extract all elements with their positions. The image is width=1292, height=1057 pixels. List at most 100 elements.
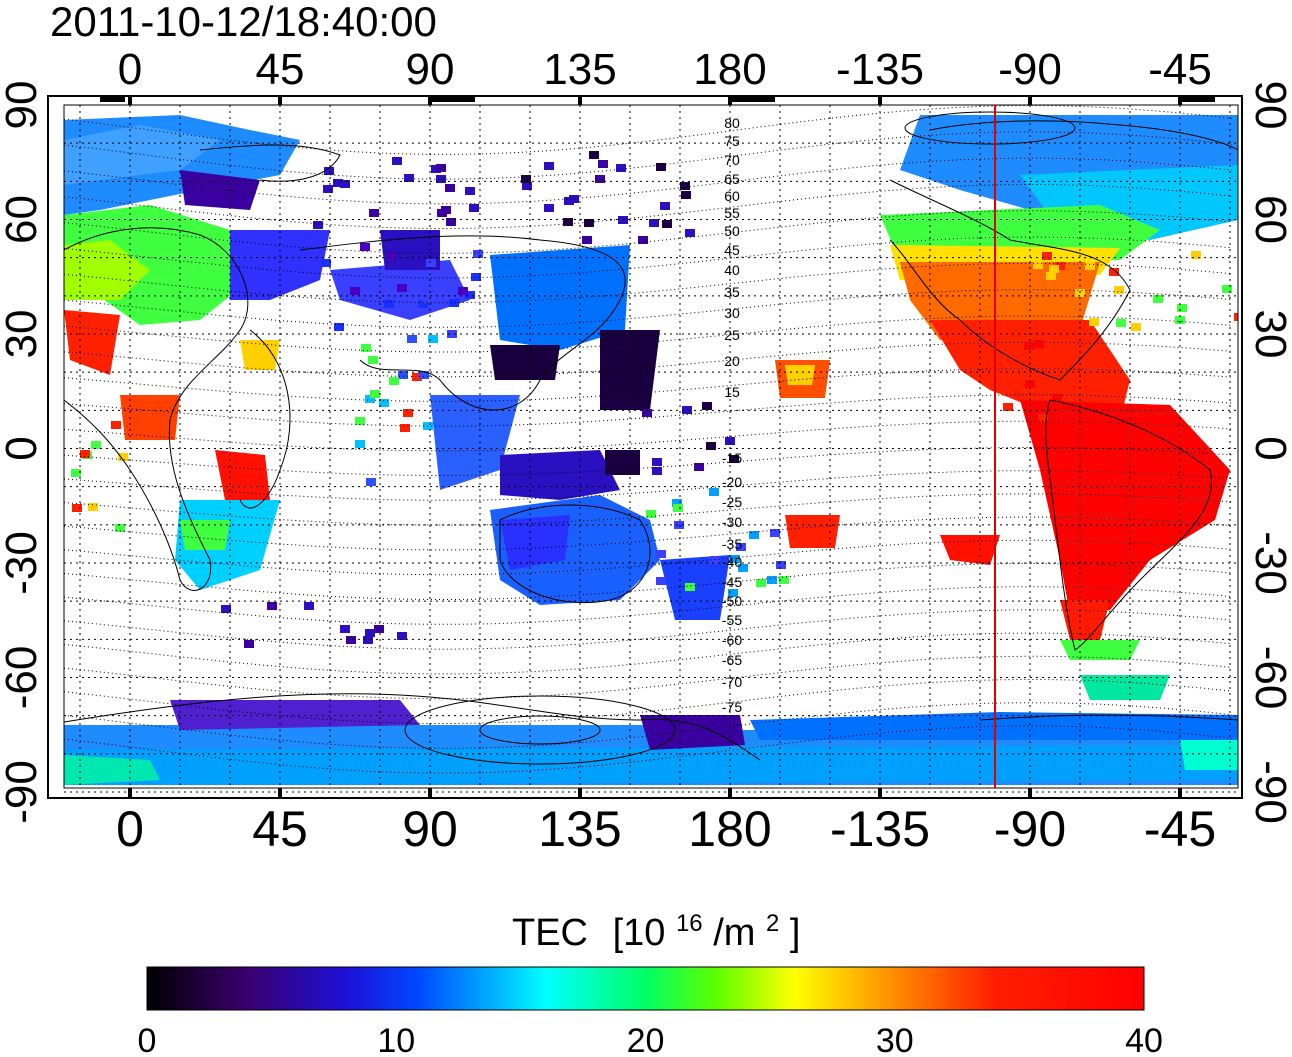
tec-pixel <box>709 488 719 496</box>
lat-tick-right: 60 <box>1246 195 1292 244</box>
contour-line <box>64 184 1233 229</box>
frame-tick-bars <box>100 96 1215 798</box>
colorbar-unit-mid: /m <box>713 912 755 954</box>
contour-label: 35 <box>724 284 740 300</box>
tec-pixel <box>656 577 666 585</box>
contour-label: -75 <box>722 699 742 715</box>
tec-pixel <box>706 442 716 450</box>
tec-pixel <box>244 640 254 648</box>
tec-pixel <box>441 206 451 214</box>
tec-pixel <box>458 287 468 295</box>
tec-pixel <box>1063 376 1073 384</box>
tec-pixel <box>71 469 81 477</box>
tec-pixel <box>397 284 407 292</box>
contour-line <box>64 655 1233 700</box>
lon-tick-bottom: 135 <box>538 801 621 857</box>
colorbar-ticks: 0 10 20 30 40 <box>138 1022 1163 1057</box>
tec-pixel <box>776 561 786 569</box>
tec-pixel <box>384 300 394 308</box>
tec-pixel <box>422 295 432 303</box>
tec-pixel <box>400 424 410 432</box>
tec-pixel <box>685 583 695 591</box>
tec-pixel <box>646 510 656 518</box>
frame-tick <box>428 788 432 798</box>
plot-frame <box>47 95 1243 799</box>
lat-tick-left: -30 <box>0 531 46 595</box>
frame-tick <box>1028 96 1032 105</box>
contour-line <box>64 725 1233 774</box>
contour-line <box>64 679 1233 724</box>
colorbar-tick-label: 0 <box>138 1022 157 1057</box>
tec-pixel <box>355 417 365 425</box>
coastline <box>64 227 249 591</box>
contour-label: 60 <box>724 188 740 204</box>
coastline <box>239 329 291 509</box>
tec-pixel <box>363 636 373 644</box>
tec-pixel <box>674 521 684 529</box>
tec-pixel <box>652 467 662 475</box>
tec-pixel <box>449 299 459 307</box>
frame-tick <box>1178 788 1182 798</box>
contour-label: -70 <box>722 674 742 690</box>
tec-pixel <box>1038 414 1048 422</box>
tec-pixel <box>638 236 648 244</box>
tec-pixel <box>582 236 592 244</box>
tec-pixel <box>403 409 413 417</box>
tec-pixel <box>365 395 375 403</box>
tec-pixel <box>1005 359 1015 367</box>
lon-tick-bottom: -90 <box>994 801 1066 857</box>
tec-pixel <box>398 371 408 379</box>
lat-tick-left: 90 <box>0 81 46 130</box>
tec-pixel <box>1222 285 1232 293</box>
lon-tick-top: -90 <box>998 45 1062 94</box>
lon-tick-bottom: 45 <box>252 801 308 857</box>
colorbar-unit-base: [10 <box>613 912 666 954</box>
axis-labels: 0045459090135135180180-135-135-90-90-45-… <box>0 45 1292 857</box>
colorbar-unit-exp: 16 <box>676 910 703 937</box>
contour-line <box>64 105 1233 155</box>
contour-label: 65 <box>724 171 740 187</box>
tec-region <box>64 310 120 375</box>
contour-label: -20 <box>722 474 742 490</box>
tec-pixel <box>702 402 712 410</box>
lon-tick-top: -45 <box>1148 45 1212 94</box>
contour-label: -30 <box>722 514 742 530</box>
tec-pixel <box>1038 349 1048 357</box>
tec-region <box>240 340 280 370</box>
tec-pixel <box>389 377 399 385</box>
tec-pixel <box>1114 286 1124 294</box>
tec-pixel <box>1025 380 1035 388</box>
lon-tick-top: -135 <box>836 45 924 94</box>
contour-label: 20 <box>724 353 740 369</box>
tec-pixel <box>729 455 739 463</box>
tec-pixel <box>595 175 605 183</box>
tec-pixel <box>564 197 574 205</box>
tec-pixel <box>1055 262 1065 270</box>
lat-tick-right: 30 <box>1246 310 1292 359</box>
plot-inner-frame <box>63 104 1239 789</box>
tec-pixel <box>419 371 429 379</box>
tec-pixel <box>355 440 365 448</box>
tec-pixel <box>334 323 344 331</box>
tec-pixel <box>1034 340 1044 348</box>
tec-region <box>1080 675 1170 700</box>
contour-oval <box>479 715 601 745</box>
tec-pixel <box>267 602 277 610</box>
colorbar-unit-exp2: 2 <box>766 910 779 937</box>
tec-region <box>1180 740 1238 770</box>
tec-pixel <box>118 453 128 461</box>
tec-region <box>1020 400 1230 615</box>
tec-pixel <box>1003 403 1013 411</box>
tec-pixel <box>770 529 780 537</box>
lat-tick-right: -90 <box>1246 760 1292 824</box>
tec-pixel <box>1049 265 1059 273</box>
tec-pixel <box>1033 261 1043 269</box>
tec-region <box>785 515 840 548</box>
contour-line <box>64 131 1233 180</box>
tec-pixel <box>436 175 446 183</box>
lon-tick-bottom: -135 <box>830 801 930 857</box>
contour-label: 15 <box>724 384 740 400</box>
coastline <box>499 504 651 604</box>
